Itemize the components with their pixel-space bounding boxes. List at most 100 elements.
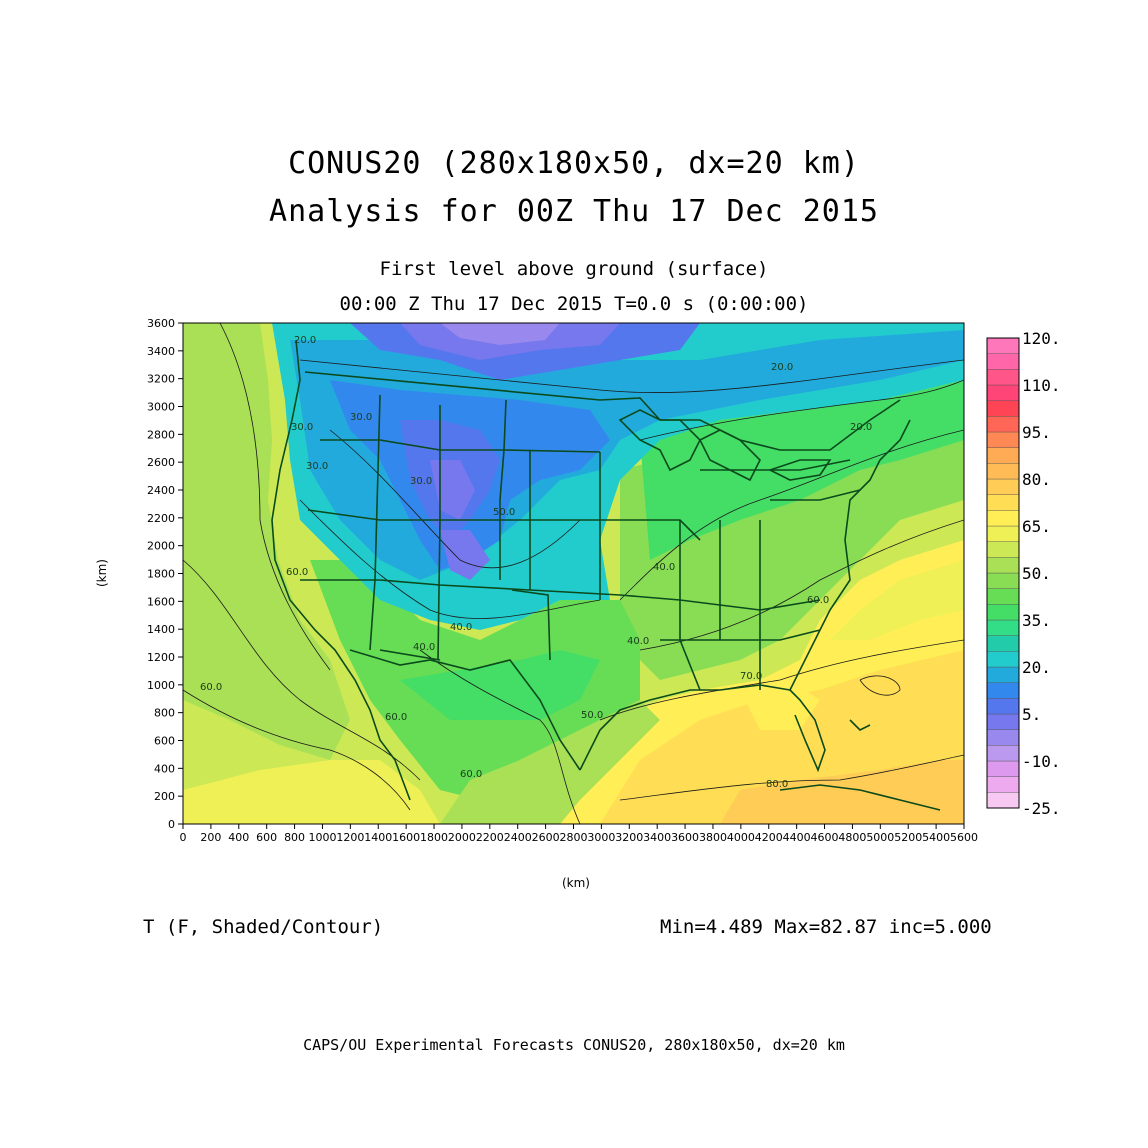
contour-label: 20.0	[771, 362, 793, 373]
subtitle-level: First level above ground (surface)	[379, 258, 769, 280]
colorbar-label: 80.	[1022, 470, 1051, 489]
contour-label: 60.0	[385, 712, 407, 723]
colorbar-swatch	[986, 604, 1020, 621]
x-tick-label: 3800	[699, 831, 727, 844]
contour-label: 60.0	[460, 769, 482, 780]
y-tick-label: 2200	[147, 512, 175, 525]
x-tick-label: 200	[200, 831, 221, 844]
colorbar	[986, 337, 1020, 809]
colorbar-swatch	[986, 369, 1020, 386]
y-tick-label: 200	[154, 790, 175, 803]
x-tick-label: 5000	[866, 831, 894, 844]
x-axis: 0 200 400 600 800 1000 1200 1400 1600 1800 2000 220…	[180, 824, 978, 844]
colorbar-swatch	[986, 353, 1020, 370]
subtitle-time: 00:00 Z Thu 17 Dec 2015 T=0.0 s (0:00:00…	[339, 293, 809, 315]
colorbar-swatch	[986, 760, 1020, 777]
y-tick-label: 3400	[147, 345, 175, 358]
colorbar-swatch	[986, 745, 1020, 762]
colorbar-label: 120.	[1022, 329, 1061, 348]
x-tick-label: 2400	[504, 831, 532, 844]
x-tick-label: 1000	[308, 831, 336, 844]
colorbar-swatch	[986, 651, 1020, 668]
x-tick-label: 0	[180, 831, 187, 844]
colorbar-swatch	[986, 619, 1020, 636]
x-tick-label: 1400	[364, 831, 392, 844]
colorbar-label: 50.	[1022, 564, 1051, 583]
colorbar-swatch	[986, 478, 1020, 495]
colorbar-swatch	[986, 337, 1020, 354]
contour-label: 50.0	[581, 710, 603, 721]
y-tick-label: 800	[154, 707, 175, 720]
x-tick-label: 4600	[811, 831, 839, 844]
y-axis: 0 200 400 600 800 1000 1200 1400 1600 1800 2000 220…	[147, 317, 183, 831]
colorbar-swatch	[986, 698, 1020, 715]
contour-label: 40.0	[450, 622, 472, 633]
temperature-contours	[183, 323, 964, 824]
y-tick-label: 1400	[147, 623, 175, 636]
contour-label: 30.0	[350, 412, 372, 423]
temperature-shading	[183, 323, 964, 824]
x-tick-label: 2200	[476, 831, 504, 844]
x-tick-label: 1200	[336, 831, 364, 844]
colorbar-swatch	[986, 494, 1020, 511]
colorbar-label: 20.	[1022, 658, 1051, 677]
x-tick-label: 5400	[922, 831, 950, 844]
x-tick-label: 800	[284, 831, 305, 844]
contour-labels: 20.0 30.0 30.0 30.0 40.0 40.0 40.0 40.0 50.0 50.0…	[200, 335, 872, 790]
contour-label: 30.0	[306, 461, 328, 472]
contour-label: 20.0	[850, 422, 872, 433]
colorbar-label: -10.	[1022, 752, 1061, 771]
contour-label: 60.0	[286, 567, 308, 578]
x-tick-label: 2600	[532, 831, 560, 844]
colorbar-swatch	[986, 682, 1020, 699]
x-tick-label: 5600	[950, 831, 978, 844]
contour-label: 60.0	[807, 595, 829, 606]
y-tick-label: 3200	[147, 373, 175, 386]
colorbar-swatch	[986, 525, 1020, 542]
colorbar-label: -25.	[1022, 799, 1061, 818]
colorbar-swatch	[986, 510, 1020, 527]
field-stats: Min=4.489 Max=82.87 inc=5.000	[660, 916, 992, 938]
contour-label: 70.0	[740, 671, 762, 682]
colorbar-label: 110.	[1022, 376, 1061, 395]
colorbar-labels: 120. 110. 95. 80. 65. 50. 35. 20. 5. -10. -25.	[1022, 329, 1061, 818]
colorbar-swatch	[986, 557, 1020, 574]
y-tick-label: 2800	[147, 428, 175, 441]
colorbar-swatch	[986, 776, 1020, 793]
colorbar-swatch	[986, 463, 1020, 480]
colorbar-label: 65.	[1022, 517, 1051, 536]
x-tick-label: 400	[228, 831, 249, 844]
y-tick-label: 3000	[147, 401, 175, 414]
colorbar-swatch	[986, 713, 1020, 730]
x-tick-label: 1600	[392, 831, 420, 844]
contour-label: 40.0	[627, 636, 649, 647]
x-tick-label: 2000	[448, 831, 476, 844]
x-tick-label: 3200	[615, 831, 643, 844]
colorbar-swatch	[986, 447, 1020, 464]
x-tick-label: 3600	[671, 831, 699, 844]
y-tick-label: 3600	[147, 317, 175, 330]
x-tick-label: 2800	[560, 831, 588, 844]
x-tick-label: 4200	[755, 831, 783, 844]
x-tick-label: 3000	[587, 831, 615, 844]
colorbar-swatch	[986, 729, 1020, 746]
colorbar-swatch	[986, 431, 1020, 448]
x-tick-label: 1800	[420, 831, 448, 844]
y-axis-label: (km)	[95, 559, 109, 587]
y-tick-label: 1800	[147, 568, 175, 581]
colorbar-label: 5.	[1022, 705, 1041, 724]
x-tick-label: 600	[256, 831, 277, 844]
y-tick-label: 0	[168, 818, 175, 831]
colorbar-swatch	[986, 572, 1020, 589]
x-tick-label: 3400	[643, 831, 671, 844]
colorbar-swatch	[986, 792, 1020, 809]
colorbar-swatch	[986, 384, 1020, 401]
y-tick-label: 2000	[147, 540, 175, 553]
contour-label: 40.0	[413, 642, 435, 653]
contour-label: 50.0	[493, 507, 515, 518]
y-tick-label: 1200	[147, 651, 175, 664]
footer-credit: CAPS/OU Experimental Forecasts CONUS20, …	[303, 1036, 845, 1054]
colorbar-swatch	[986, 635, 1020, 652]
colorbar-label: 35.	[1022, 611, 1051, 630]
y-tick-label: 600	[154, 735, 175, 748]
